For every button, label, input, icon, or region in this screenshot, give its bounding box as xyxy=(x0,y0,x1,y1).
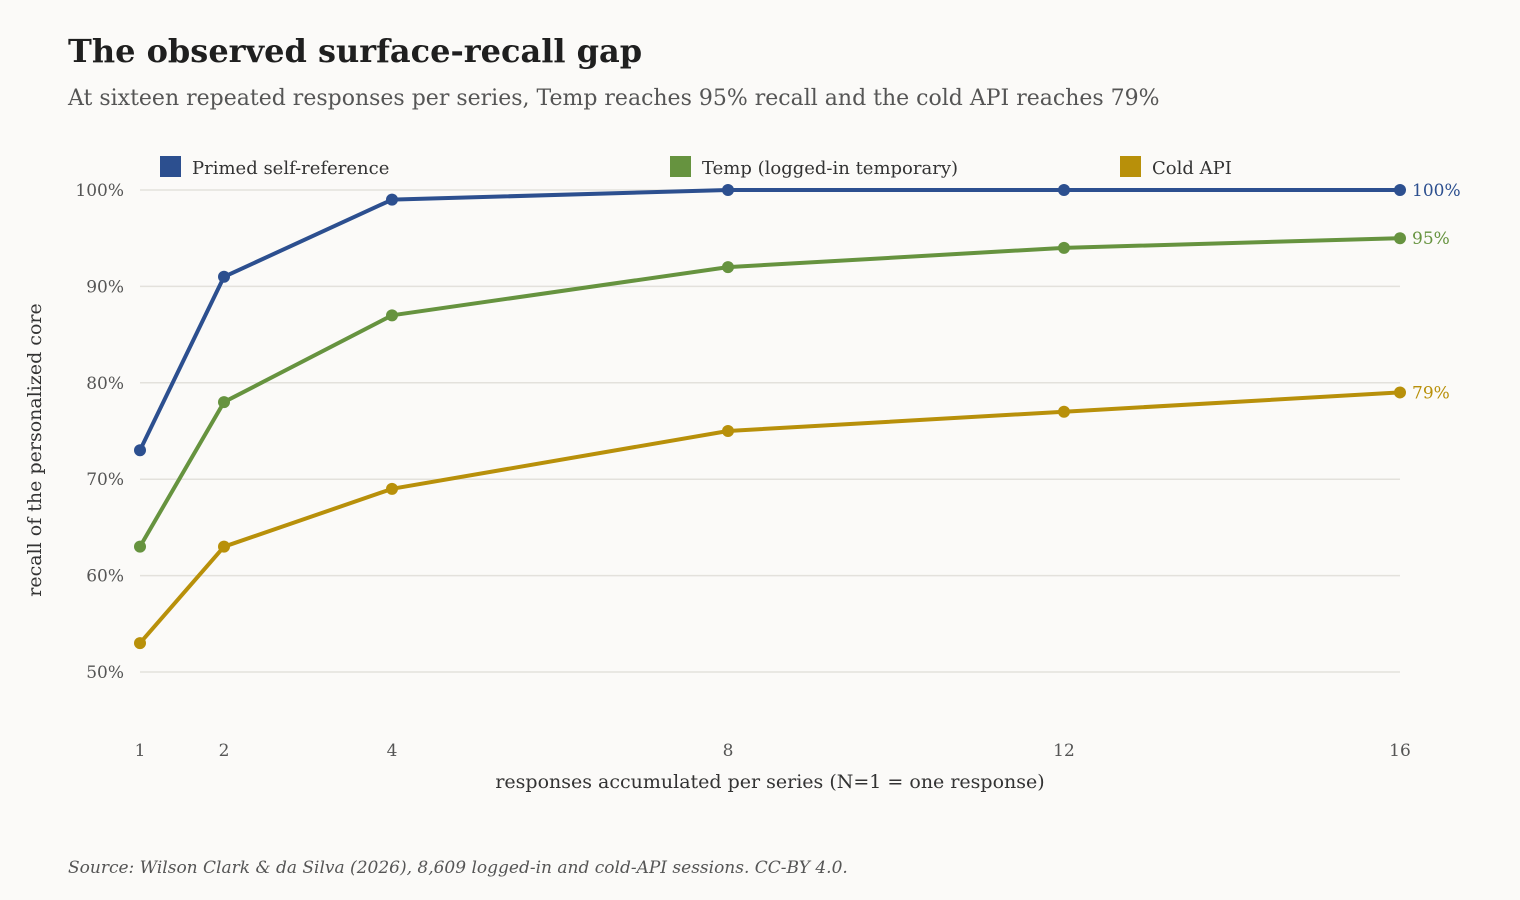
x-tick-label: 2 xyxy=(219,741,230,761)
y-tick-label: 90% xyxy=(86,277,124,297)
x-tick-label: 1 xyxy=(135,741,146,761)
legend-label: Temp (logged-in temporary) xyxy=(702,158,958,179)
chart-subtitle: At sixteen repeated responses per series… xyxy=(68,86,1160,111)
y-tick-label: 70% xyxy=(86,470,124,490)
x-tick-label: 8 xyxy=(723,741,734,761)
data-point xyxy=(1394,232,1406,245)
data-point xyxy=(722,261,734,274)
x-tick-label: 16 xyxy=(1389,741,1411,761)
legend-item: Temp (logged-in temporary) xyxy=(670,156,958,179)
x-axis-ticks: 1 2 4 8 12 16 xyxy=(135,741,1411,761)
data-point xyxy=(218,540,230,553)
legend-label: Primed self-reference xyxy=(192,158,389,179)
legend-swatch xyxy=(160,156,181,177)
series-lines: 100% 95% 79% xyxy=(134,181,1461,650)
data-point xyxy=(134,540,146,553)
legend-label: Cold API xyxy=(1152,158,1232,179)
x-tick-label: 4 xyxy=(387,741,398,761)
series-1: 95% xyxy=(134,229,1450,553)
data-point xyxy=(134,637,146,650)
x-axis-label: responses accumulated per series (N=1 = … xyxy=(495,771,1044,793)
data-point xyxy=(1394,386,1406,399)
y-tick-label: 100% xyxy=(75,181,124,201)
legend: Primed self-reference Temp (logged-in tem… xyxy=(160,156,1232,179)
end-value-label: 79% xyxy=(1412,383,1450,403)
series-0: 100% xyxy=(134,181,1461,457)
source-note: Source: Wilson Clark & da Silva (2026), … xyxy=(68,858,848,878)
y-tick-label: 50% xyxy=(86,663,124,683)
data-point xyxy=(386,482,398,495)
data-point xyxy=(1394,184,1406,196)
legend-item: Cold API xyxy=(1120,156,1232,179)
legend-swatch xyxy=(1120,156,1141,177)
end-value-label: 95% xyxy=(1412,229,1450,249)
y-tick-label: 80% xyxy=(86,374,124,394)
x-tick-label: 12 xyxy=(1053,741,1075,761)
series-line xyxy=(138,390,1402,646)
series-line xyxy=(138,188,1402,453)
y-axis-label: recall of the personalized core xyxy=(24,303,46,596)
data-point xyxy=(218,270,230,283)
gridlines xyxy=(140,189,1400,673)
series-line xyxy=(138,236,1402,549)
end-value-label: 100% xyxy=(1412,181,1461,201)
y-tick-label: 60% xyxy=(86,567,124,587)
legend-item: Primed self-reference xyxy=(160,156,389,179)
data-point xyxy=(386,193,398,206)
data-point xyxy=(722,425,734,437)
y-axis-ticks: 50% 60% 70% 80% 90% 100% xyxy=(75,181,124,683)
legend-swatch xyxy=(670,156,691,177)
data-point xyxy=(218,396,230,409)
data-point xyxy=(1058,241,1070,254)
chart-title: The observed surface-recall gap xyxy=(68,32,643,70)
data-point xyxy=(1058,184,1070,196)
data-point xyxy=(722,184,734,196)
series-2: 79% xyxy=(134,383,1450,650)
data-point xyxy=(134,444,146,457)
data-point xyxy=(1058,405,1070,418)
data-point xyxy=(386,309,398,322)
